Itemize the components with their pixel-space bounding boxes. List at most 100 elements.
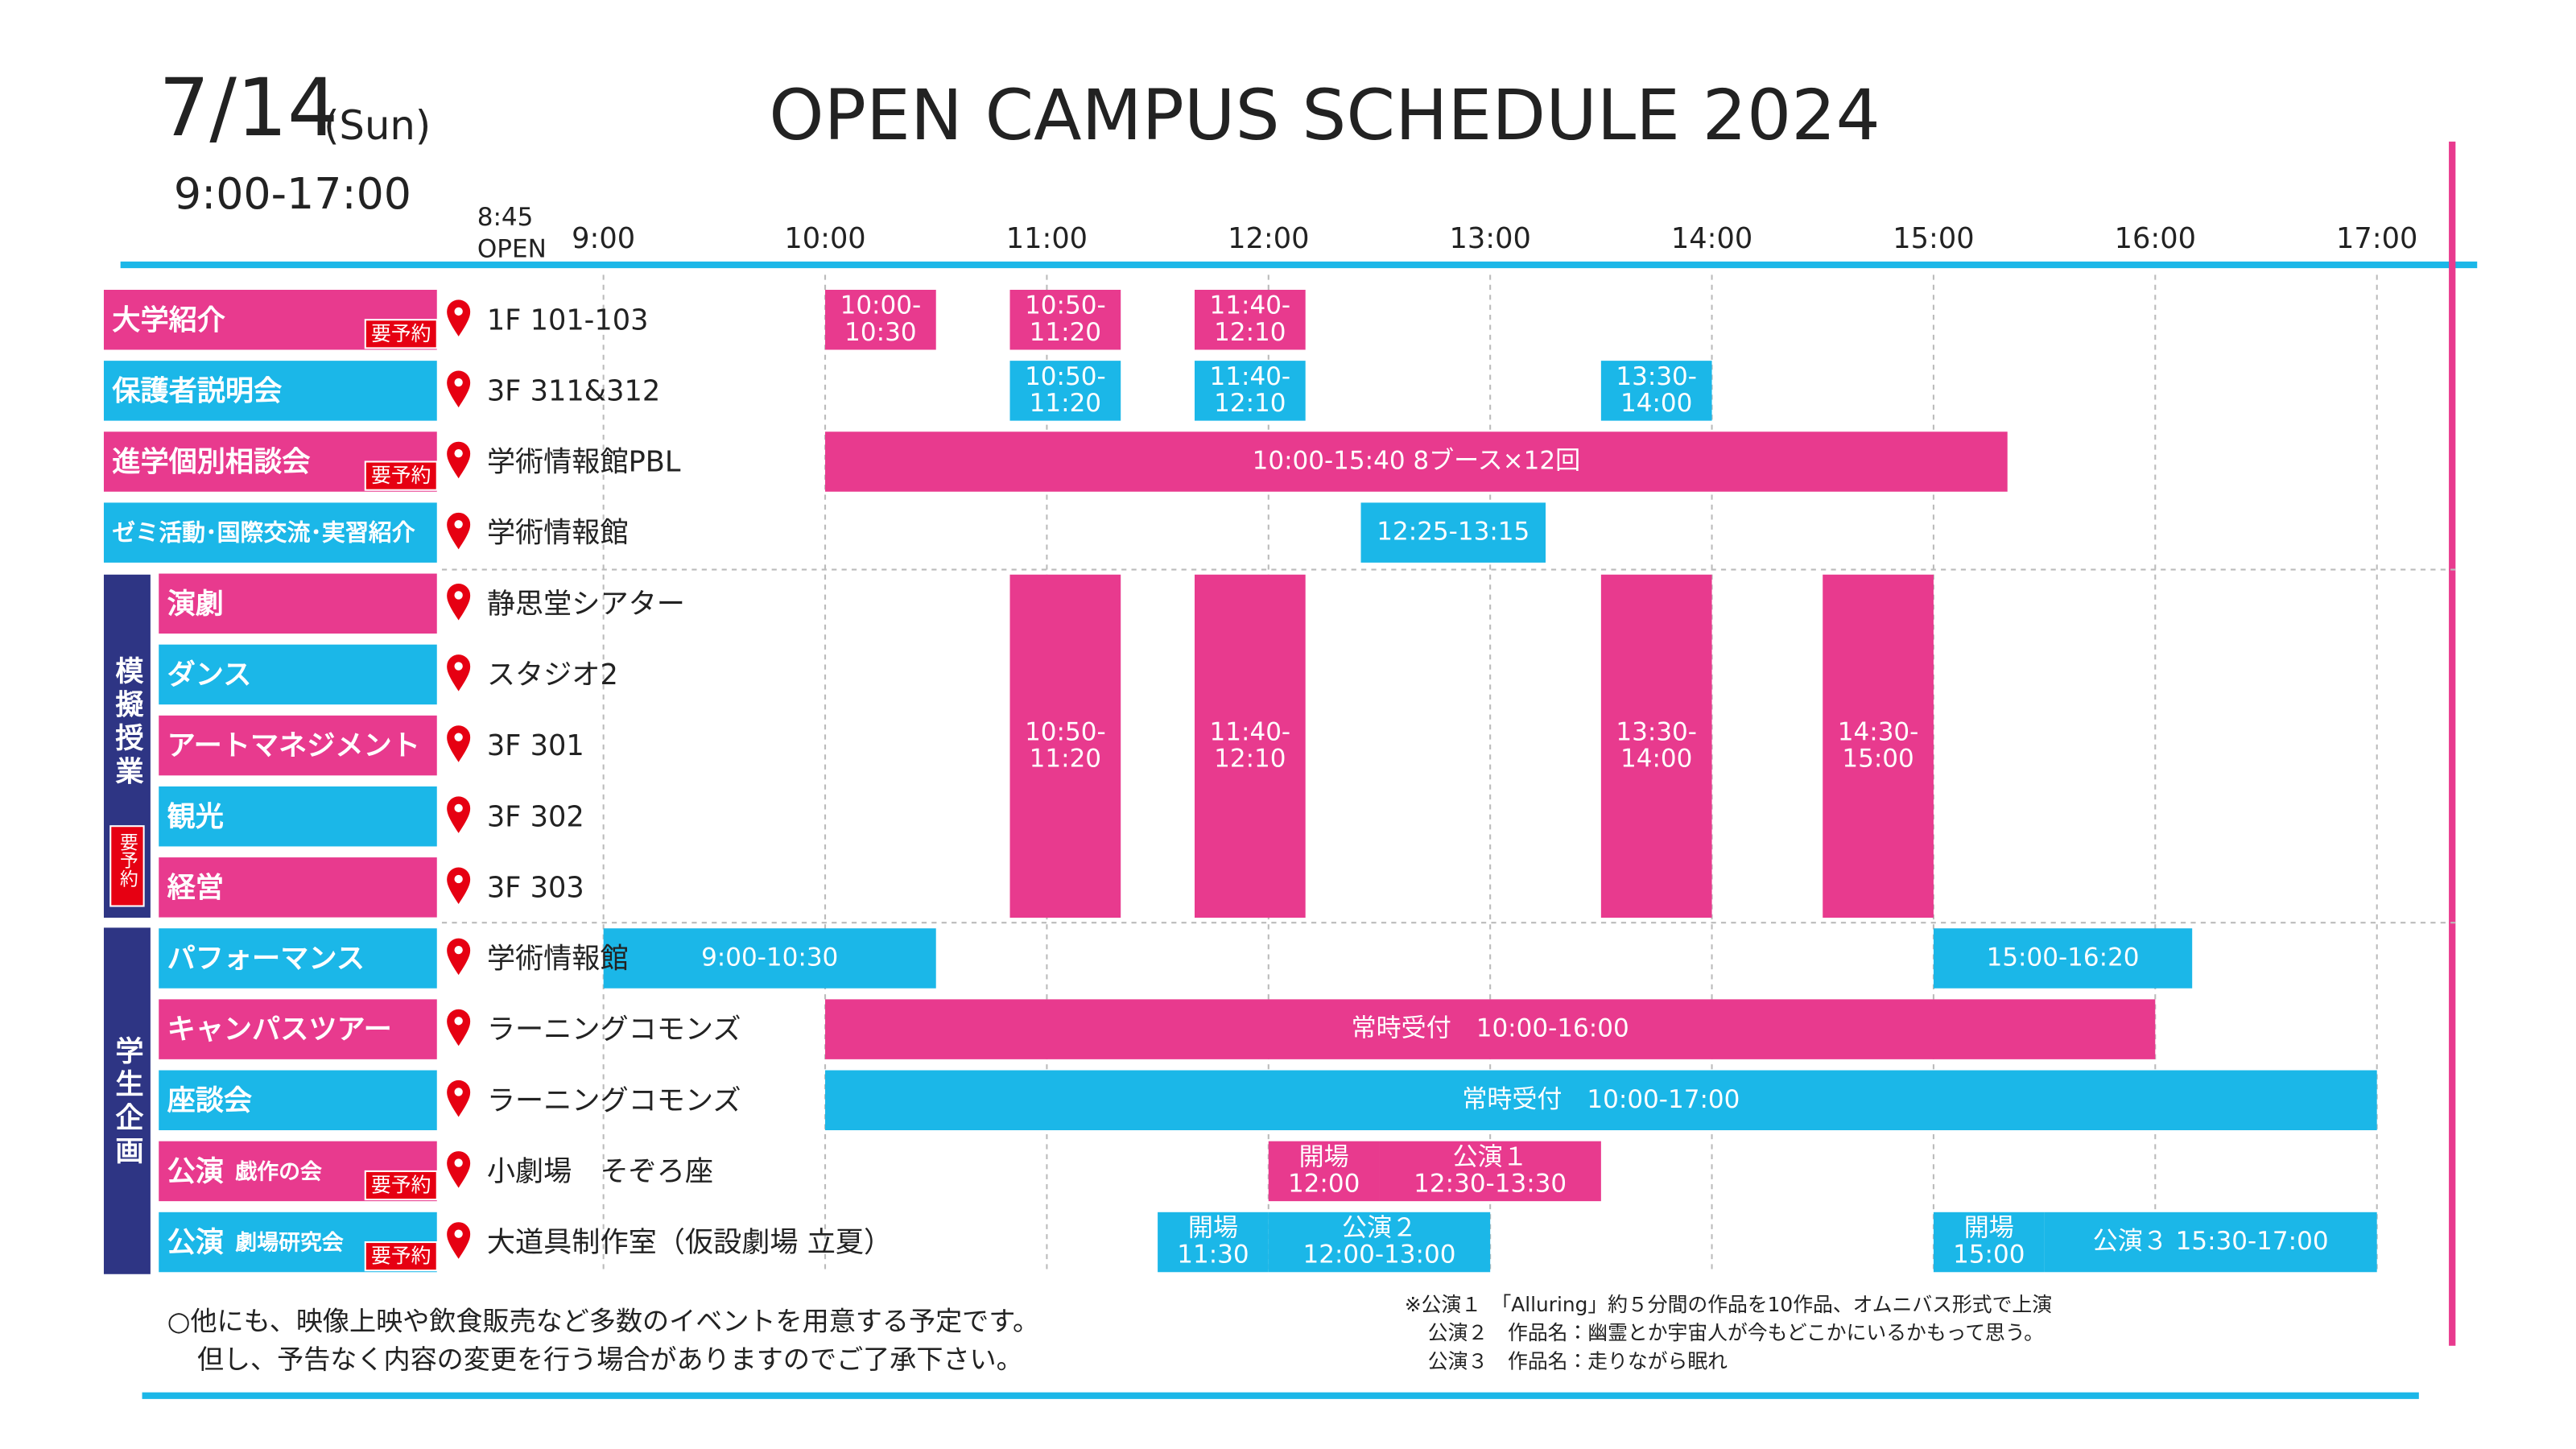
badge-box	[364, 319, 438, 349]
pin-icon	[447, 1222, 471, 1259]
location: 3F 303	[487, 871, 584, 904]
location: ラーニングコモンズ	[487, 1084, 741, 1117]
badge-box	[364, 1170, 438, 1201]
row-label: 公演	[167, 1155, 224, 1188]
hour-label: 15:00	[1893, 222, 1974, 255]
location: 3F 301	[487, 729, 584, 762]
row-label: キャンパスツアー	[167, 1013, 392, 1046]
event-label: 10:00-	[840, 291, 922, 320]
event-label: 公演３ 15:30-17:00	[2093, 1227, 2329, 1256]
event-label: 11:20	[1030, 389, 1101, 418]
event-label: 13:30-	[1616, 717, 1697, 746]
event-label: 12:10	[1214, 389, 1286, 418]
event-label: 公演２	[1342, 1213, 1417, 1242]
row-label: 座談会	[167, 1084, 253, 1117]
event-label: 10:50-	[1025, 362, 1106, 391]
footnote: 公演３ 作品名：走りながら眠れ	[1428, 1349, 1728, 1373]
badge-box	[364, 460, 438, 491]
location: スタジオ2	[487, 658, 618, 691]
row-label: 保護者説明会	[112, 374, 283, 407]
event-label: 10:50-	[1025, 717, 1106, 746]
badge: 要予約	[117, 832, 138, 888]
event-bar	[1158, 1212, 1269, 1273]
event-bar	[825, 999, 2156, 1059]
event-bar	[2044, 1212, 2377, 1273]
pin-dot	[454, 733, 463, 741]
location: 3F 302	[487, 800, 584, 833]
pin-dot	[454, 1088, 463, 1096]
event-label: 11:30	[1177, 1241, 1249, 1269]
pin-dot	[454, 1158, 463, 1167]
event-label: 11:40-	[1210, 291, 1291, 320]
location: 1F 101-103	[487, 303, 649, 336]
pin-dot	[454, 307, 463, 316]
event-label: 12:00-13:00	[1302, 1241, 1455, 1269]
event-label: 15:00	[1842, 744, 1913, 773]
event-label: 常時受付 10:00-17:00	[1462, 1085, 1740, 1114]
group-label: 模擬授業	[110, 656, 143, 790]
row-label-box	[159, 573, 437, 634]
event-bar	[825, 1070, 2377, 1130]
location: 学術情報館PBL	[487, 446, 681, 479]
hour-label: 9:00	[572, 222, 635, 255]
row-label: パフォーマンス	[167, 943, 365, 976]
event-label: 開場	[1299, 1142, 1349, 1171]
pin-icon	[447, 583, 471, 621]
event-bar	[1600, 574, 1712, 918]
row-label-box	[159, 1070, 437, 1130]
pin-dot	[454, 662, 463, 671]
pin-dot	[454, 1017, 463, 1026]
pin-icon	[447, 867, 471, 905]
event-label: 公演１	[1453, 1142, 1528, 1171]
pin-dot	[454, 520, 463, 529]
badge: 要予約	[371, 322, 431, 345]
group-label: 学生企画	[110, 1036, 143, 1170]
row-label-box	[103, 361, 437, 421]
location: 3F 311&312	[487, 374, 660, 407]
day: (Sun)	[324, 102, 431, 149]
hour-label: 13:00	[1450, 222, 1531, 255]
pin-icon	[447, 299, 471, 336]
pin-icon	[447, 725, 471, 762]
event-bar	[1195, 574, 1306, 918]
event-label: 9:00-10:30	[701, 943, 838, 972]
badge-box	[109, 825, 145, 907]
event-label: 11:20	[1030, 744, 1101, 773]
note: ○他にも、映像上映や飲食販売など多数のイベントを用意する予定です。	[167, 1305, 1040, 1336]
row-label: アートマネジメント	[167, 729, 420, 762]
hour-label: 11:00	[1006, 222, 1088, 255]
event-label: 10:30	[844, 318, 916, 347]
pin-dot	[454, 803, 463, 813]
event-label: 12:10	[1214, 744, 1286, 773]
pin-icon	[447, 370, 471, 408]
badge-box	[364, 1241, 438, 1272]
hour-label: 14:00	[1671, 222, 1752, 255]
event-bar	[1379, 1141, 1601, 1202]
event-label: 13:30-	[1616, 362, 1697, 391]
event-bar	[1360, 502, 1546, 563]
event-label: 12:10	[1214, 318, 1286, 347]
badge: 要予約	[371, 464, 431, 487]
event-bar	[1195, 361, 1306, 421]
event-bar	[825, 431, 2008, 492]
row-label-box	[159, 857, 437, 918]
row-label: ダンス	[167, 658, 252, 691]
hour-label: 16:00	[2115, 222, 2196, 255]
location: 大道具制作室（仮設劇場 立夏）	[487, 1226, 892, 1259]
footnote: 公演２ 作品名：幽霊とか宇宙人が今もどこかにいるかもって思う。	[1428, 1321, 2044, 1344]
event-label: 15:00	[1953, 1241, 2025, 1269]
event-label: 15:00-16:20	[1987, 943, 2140, 972]
event-bar	[825, 290, 936, 350]
event-label: 14:00	[1620, 744, 1692, 773]
pin-icon	[447, 1009, 471, 1046]
event-bar	[1933, 1212, 2045, 1273]
row-label: 経営	[167, 871, 224, 904]
hour-label: 10:00	[784, 222, 865, 255]
event-label: 12:00	[1288, 1169, 1360, 1198]
badge: 要予約	[371, 1245, 431, 1268]
location: 小劇場 そぞろ座	[487, 1155, 713, 1188]
pin-dot	[454, 874, 463, 884]
footnote: ※公演１ 「Alluring」約５分間の作品を10作品、オムニバス形式で上演	[1405, 1293, 2052, 1316]
pin-icon	[447, 1151, 471, 1188]
